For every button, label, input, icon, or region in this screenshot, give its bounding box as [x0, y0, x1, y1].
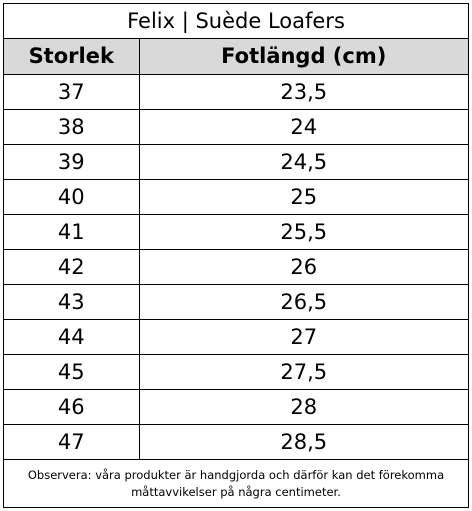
table-row: 47 28,5 — [4, 423, 468, 460]
size-cell: 40 — [4, 178, 140, 215]
table-row: 39 24,5 — [4, 143, 468, 180]
size-cell: 46 — [4, 388, 140, 425]
table-row: 37 23,5 — [4, 73, 468, 110]
foot-length-cell: 26,5 — [138, 283, 468, 320]
size-cell: 45 — [4, 353, 140, 390]
foot-length-cell: 26 — [138, 248, 468, 285]
table-row: 40 25 — [4, 178, 468, 215]
table-row: 43 26,5 — [4, 283, 468, 320]
table-row: 44 27 — [4, 318, 468, 355]
foot-length-cell: 27,5 — [138, 353, 468, 390]
table-row: 46 28 — [4, 388, 468, 425]
size-cell: 38 — [4, 108, 140, 145]
foot-length-cell: 25 — [138, 178, 468, 215]
table-body: 37 23,5 38 24 39 24,5 40 25 41 25,5 42 26 43 26,5 44 27… — [4, 73, 468, 460]
size-table: Storlek Fotlängd (cm) 37 23,5 38 24 39 24,5 40… — [4, 39, 468, 460]
column-header-foot-length: Fotlängd (cm) — [138, 39, 468, 75]
size-cell: 41 — [4, 213, 140, 250]
size-cell: 47 — [4, 423, 140, 460]
foot-length-cell: 28,5 — [138, 423, 468, 460]
chart-title: Felix | Suède Loafers — [4, 4, 468, 39]
column-header-size: Storlek — [4, 39, 140, 75]
foot-length-cell: 28 — [138, 388, 468, 425]
header-row: Storlek Fotlängd (cm) — [4, 39, 468, 75]
foot-length-cell: 23,5 — [138, 73, 468, 110]
size-cell: 42 — [4, 248, 140, 285]
disclaimer-text: Observera: våra produkter är handgjorda … — [27, 467, 445, 499]
size-chart: Felix | Suède Loafers Storlek Fotlängd (… — [3, 3, 469, 508]
foot-length-cell: 24 — [138, 108, 468, 145]
table-row: 38 24 — [4, 108, 468, 145]
table-row: 45 27,5 — [4, 353, 468, 390]
table-row: 42 26 — [4, 248, 468, 285]
foot-length-cell: 25,5 — [138, 213, 468, 250]
size-cell: 37 — [4, 73, 140, 110]
table-row: 41 25,5 — [4, 213, 468, 250]
foot-length-cell: 27 — [138, 318, 468, 355]
disclaimer-note: Observera: våra produkter är handgjorda … — [4, 460, 468, 506]
size-cell: 44 — [4, 318, 140, 355]
size-cell: 43 — [4, 283, 140, 320]
size-cell: 39 — [4, 143, 140, 180]
foot-length-cell: 24,5 — [138, 143, 468, 180]
